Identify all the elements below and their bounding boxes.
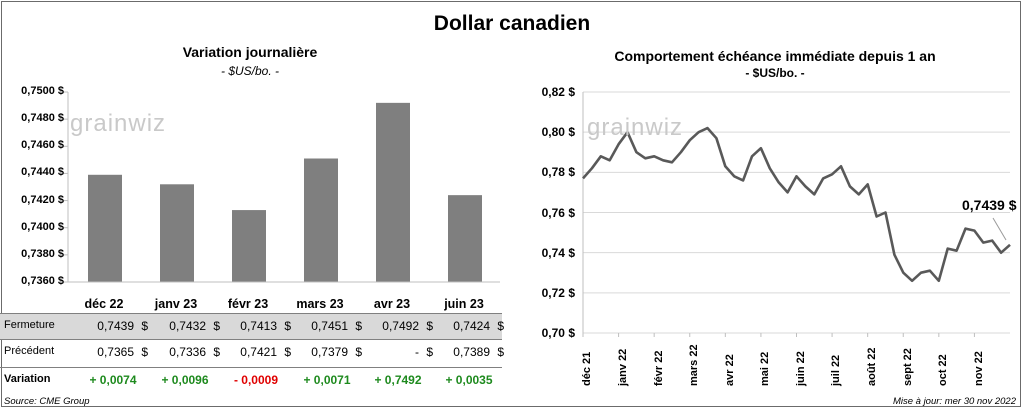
x-tick-label: janv 22 — [616, 348, 629, 386]
left-watermark: grainwiz — [70, 110, 167, 137]
cell-value: 0,7421 — [240, 345, 277, 359]
cell-value: 0,7365 — [97, 345, 134, 359]
table-row: Fermeture 0,7439 $0,7432 $0,7413 $0,7451 $0,7… — [0, 313, 504, 340]
source-note: Source: CME Group — [4, 396, 90, 407]
y-tick-label: 0,78 $ — [541, 165, 575, 180]
x-tick-label: nov 22 — [972, 351, 985, 386]
table-cell: + 0,0074 — [78, 373, 148, 387]
bar — [376, 102, 410, 282]
currency-sign: $ — [355, 345, 362, 359]
variation-value: - 0,0009 — [233, 373, 279, 387]
table-cell: + 0,0096 — [150, 373, 220, 387]
y-tick-label: 0,7420 $ — [21, 193, 64, 206]
x-tick-label: déc 21 — [581, 351, 594, 386]
table-cell: + 0,0071 — [292, 373, 362, 387]
y-tick-label: 0,72 $ — [541, 285, 575, 300]
cell-value: - — [415, 345, 419, 359]
cell-value: 0,7379 — [311, 345, 348, 359]
price-line — [582, 126, 1011, 283]
update-note: Mise à jour: mer 30 nov 2022 — [892, 396, 1016, 407]
y-tick-label: 0,7480 $ — [21, 112, 64, 125]
x-tick-label: janv 23 — [154, 297, 198, 311]
y-tick-label: 0,7380 $ — [21, 247, 64, 260]
cell-value: 0,7413 — [240, 319, 277, 333]
currency-sign: $ — [284, 345, 291, 359]
left-chart-subtitle: - $US/bo. - — [220, 64, 280, 78]
bar — [88, 174, 122, 282]
last-price-annotation: 0,7439 $ — [962, 197, 1017, 213]
cell-value: 0,7389 — [453, 345, 490, 359]
y-tick-label: 0,7500 $ — [21, 85, 64, 97]
table-row: Précédent 0,7365 $0,7336 $0,7421 $0,7379 $ - $0… — [0, 340, 504, 365]
currency-sign: $ — [213, 345, 220, 359]
bar — [232, 210, 266, 282]
table-row: Variation + 0,0074 + 0,0096 - 0,0009 + 0,007… — [0, 367, 502, 393]
currency-sign: $ — [355, 319, 362, 333]
x-tick-label: avr 22 — [723, 354, 736, 386]
bar — [160, 184, 194, 282]
row-label: Variation — [4, 373, 51, 385]
currency-sign: $ — [141, 319, 148, 333]
left-chart-title: Variation journalière — [182, 44, 318, 60]
x-tick-label: mai 22 — [759, 351, 772, 386]
table-cell: + 0,0035 — [434, 373, 504, 387]
x-tick-label: juin 23 — [444, 297, 484, 311]
cell-value: 0,7451 — [311, 319, 348, 333]
cell-value: 0,7336 — [169, 345, 206, 359]
y-tick-label: 0,70 $ — [541, 326, 575, 340]
y-tick-label: 0,74 $ — [541, 245, 575, 260]
y-tick-label: 0,7460 $ — [21, 139, 64, 152]
row-label: Fermeture — [4, 319, 55, 331]
x-tick-label: juin 22 — [794, 351, 807, 386]
y-tick-label: 0,7400 $ — [21, 220, 64, 233]
bar — [304, 158, 338, 282]
currency-sign: $ — [426, 319, 433, 333]
cell-value: 0,7439 — [97, 319, 134, 333]
variation-value: + 0,0071 — [303, 373, 351, 387]
x-tick-label: sept 22 — [901, 348, 914, 386]
x-tick-label: oct 22 — [937, 354, 950, 386]
currency-sign: $ — [284, 319, 291, 333]
cell-value: 0,7424 — [453, 319, 490, 333]
bar — [448, 195, 482, 282]
annotation-leader — [992, 217, 1007, 241]
y-tick-label: 0,82 $ — [541, 85, 575, 99]
x-tick-label: août 22 — [866, 347, 878, 386]
y-tick-label: 0,7360 $ — [21, 275, 64, 287]
x-tick-label: déc 22 — [84, 297, 124, 311]
table-cell: - 0,0009 — [221, 373, 291, 387]
x-tick-label: févr 22 — [652, 350, 665, 386]
currency-sign: $ — [141, 345, 148, 359]
main-title: Dollar canadien — [433, 12, 591, 35]
cell-value: 0,7432 — [169, 319, 206, 333]
variation-value: + 0,0035 — [445, 373, 493, 387]
x-tick-label: juil 22 — [830, 354, 843, 386]
variation-value: + 0,0096 — [161, 373, 209, 387]
row-label: Précédent — [4, 345, 55, 357]
table-cell: + 0,7492 — [363, 373, 433, 387]
x-tick-label: mars 23 — [296, 297, 344, 311]
y-tick-label: 0,7440 $ — [21, 166, 64, 179]
currency-sign: $ — [426, 345, 433, 359]
variation-value: + 0,0074 — [89, 373, 137, 387]
currency-sign: $ — [497, 345, 504, 359]
currency-sign: $ — [497, 319, 504, 333]
y-tick-label: 0,76 $ — [541, 205, 575, 220]
x-tick-label: avr 23 — [373, 297, 411, 311]
variation-value: + 0,7492 — [374, 373, 422, 387]
x-tick-label: mars 22 — [688, 344, 701, 386]
cell-value: 0,7492 — [382, 319, 419, 333]
right-watermark: grainwiz — [587, 114, 684, 141]
right-chart-title: Comportement échéance immédiate depuis 1… — [614, 48, 936, 64]
x-tick-label: févr 23 — [227, 297, 269, 311]
right-chart-subtitle: - $US/bo. - — [745, 66, 805, 80]
y-tick-label: 0,80 $ — [541, 125, 575, 140]
currency-sign: $ — [213, 319, 220, 333]
